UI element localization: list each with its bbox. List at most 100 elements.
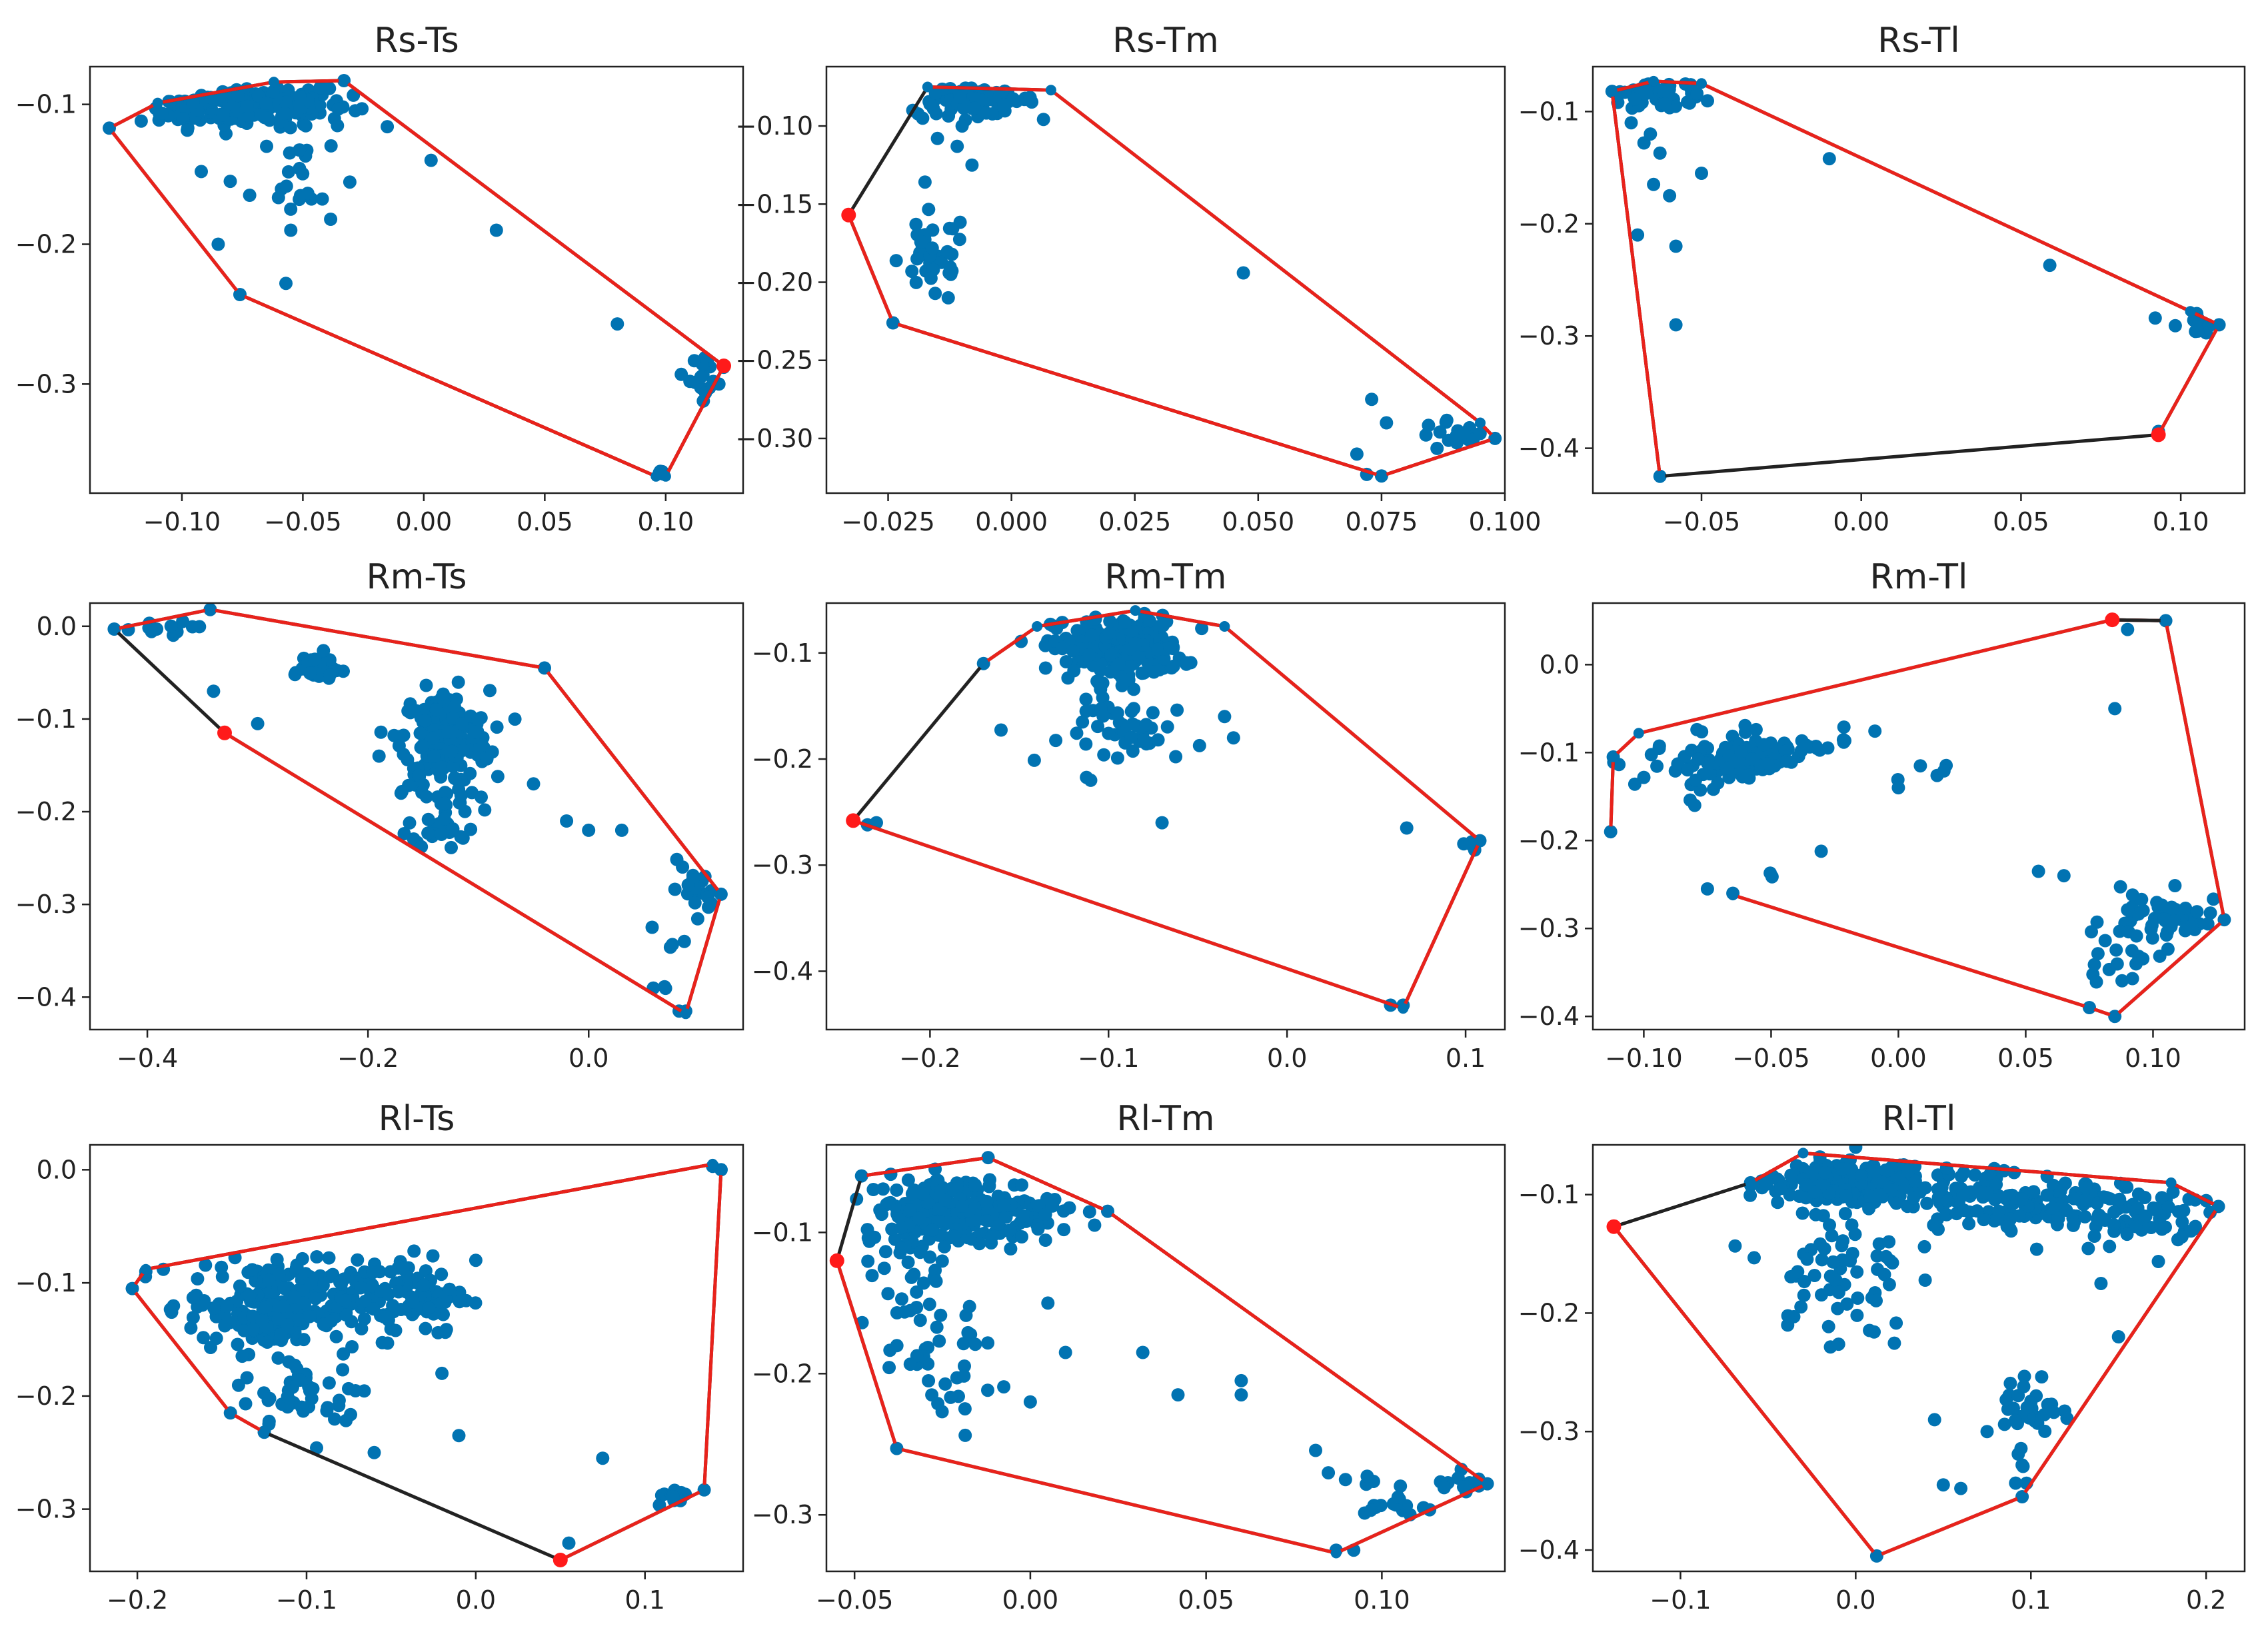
y-tick-label: −0.1 — [15, 1268, 77, 1297]
hull-edge-black — [1613, 1181, 1751, 1229]
data-point — [309, 1291, 323, 1305]
data-point — [929, 1274, 943, 1288]
data-point — [916, 111, 930, 125]
data-point — [983, 1173, 996, 1187]
data-point — [952, 233, 966, 247]
subplot-rm-tm: Rm-Tm −0.2 −0.1 0.0 0.1 −0.1 −0.2 −0.3 −0.4 — [752, 557, 1506, 1073]
data-point — [941, 291, 955, 305]
data-point — [1433, 425, 1447, 439]
data-point — [1908, 1174, 1922, 1188]
data-point — [1799, 738, 1813, 752]
y-tick-label: −0.3 — [15, 369, 77, 399]
data-point — [184, 1321, 198, 1335]
data-point — [413, 726, 427, 740]
data-point — [694, 370, 708, 384]
data-point — [245, 1263, 259, 1277]
data-point — [1146, 706, 1160, 720]
data-point — [1891, 781, 1905, 795]
data-point — [1110, 751, 1124, 765]
x-tick-label: 0.025 — [1098, 507, 1171, 536]
data-point — [2099, 1191, 2113, 1204]
data-point — [1800, 1252, 1814, 1266]
data-point — [1815, 1288, 1828, 1302]
data-point — [303, 1309, 317, 1323]
data-point — [1850, 1308, 1864, 1322]
data-point — [1473, 426, 1487, 440]
x-tick-label: 0.10 — [2125, 1044, 2181, 1073]
data-point — [508, 712, 522, 726]
data-point — [163, 1302, 177, 1316]
data-point — [454, 788, 468, 802]
hull-vertex — [698, 1484, 710, 1495]
data-point — [1962, 1217, 1976, 1231]
data-point — [1821, 741, 1835, 755]
data-point — [922, 1297, 936, 1311]
data-point — [1669, 99, 1682, 113]
data-point — [2078, 1210, 2092, 1223]
data-point — [1688, 798, 1701, 812]
data-point — [894, 1241, 908, 1255]
data-point — [1954, 1481, 1968, 1495]
data-point — [980, 1214, 994, 1228]
data-point — [992, 1217, 1006, 1231]
data-point — [958, 1428, 972, 1442]
data-point — [2014, 1441, 2028, 1455]
data-point — [938, 1239, 951, 1253]
data-point — [1163, 641, 1177, 655]
data-point — [1082, 648, 1096, 662]
data-point — [1774, 1182, 1788, 1196]
data-point — [437, 812, 451, 826]
data-point — [1226, 731, 1240, 745]
x-tick-label: −0.05 — [1732, 1044, 1809, 1073]
x-tick-label: 0.000 — [975, 507, 1048, 536]
highlight-point — [2105, 612, 2120, 628]
data-point — [1647, 177, 1661, 191]
data-point — [1867, 1164, 1881, 1178]
data-point — [384, 1265, 397, 1279]
data-point — [2017, 1369, 2031, 1383]
data-point — [560, 814, 574, 828]
data-point — [1807, 1185, 1821, 1199]
data-point — [903, 1357, 917, 1371]
hull-vertex — [2109, 1011, 2121, 1022]
hull-vertex — [205, 604, 216, 615]
data-point — [1700, 882, 1714, 896]
data-point — [1004, 1242, 1018, 1255]
data-point — [1920, 1196, 1934, 1210]
x-tick-label: 0.10 — [638, 507, 694, 536]
data-point — [407, 1244, 421, 1258]
data-point — [861, 1254, 875, 1268]
data-point — [944, 1182, 958, 1196]
data-point — [882, 1196, 896, 1210]
hull-edge-black — [852, 662, 985, 822]
data-point — [366, 1265, 380, 1279]
x-tick-label: −0.05 — [816, 1585, 893, 1615]
data-point — [303, 666, 317, 680]
data-point — [1855, 1169, 1869, 1182]
data-point — [351, 1253, 365, 1267]
data-point — [257, 1386, 271, 1400]
axes-frame — [1592, 1144, 2246, 1573]
data-point — [1763, 866, 1777, 880]
data-point — [1338, 1473, 1352, 1487]
data-point — [1085, 628, 1098, 642]
data-point — [957, 1369, 971, 1383]
data-point — [1907, 1191, 1921, 1205]
data-point — [164, 619, 178, 633]
data-point — [1927, 1413, 1941, 1427]
data-point — [343, 175, 357, 189]
data-point — [186, 1291, 200, 1305]
data-point — [1701, 94, 1714, 108]
data-point — [435, 760, 449, 774]
data-point — [1690, 722, 1704, 736]
x-tick-label: 0.05 — [517, 507, 573, 536]
data-point — [2121, 622, 2135, 636]
data-point — [2155, 1222, 2169, 1236]
data-point — [910, 252, 924, 266]
data-point — [1797, 1288, 1811, 1302]
x-tick-label: 0.1 — [2011, 1585, 2051, 1615]
hull-vertex — [2213, 1201, 2224, 1212]
y-tick-label: −0.2 — [752, 744, 813, 774]
data-point — [932, 1334, 946, 1348]
data-point — [1038, 661, 1052, 675]
